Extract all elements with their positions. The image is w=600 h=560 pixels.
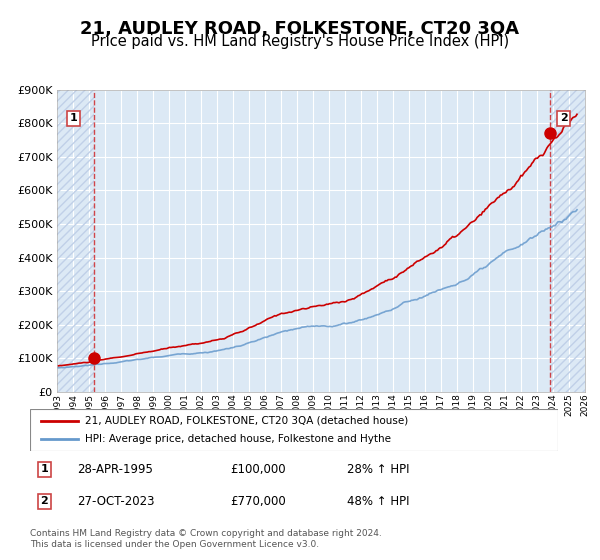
Text: £100,000: £100,000	[230, 463, 286, 476]
Text: Contains HM Land Registry data © Crown copyright and database right 2024.
This d: Contains HM Land Registry data © Crown c…	[30, 529, 382, 549]
Text: 21, AUDLEY ROAD, FOLKESTONE, CT20 3QA: 21, AUDLEY ROAD, FOLKESTONE, CT20 3QA	[80, 20, 520, 38]
Bar	[57, 90, 94, 392]
Text: 2: 2	[560, 113, 568, 123]
Text: 27-OCT-2023: 27-OCT-2023	[77, 495, 155, 508]
Text: Price paid vs. HM Land Registry's House Price Index (HPI): Price paid vs. HM Land Registry's House …	[91, 34, 509, 49]
Text: 21, AUDLEY ROAD, FOLKESTONE, CT20 3QA (detached house): 21, AUDLEY ROAD, FOLKESTONE, CT20 3QA (d…	[85, 416, 409, 426]
Text: 28% ↑ HPI: 28% ↑ HPI	[347, 463, 409, 476]
Bar	[550, 90, 585, 392]
Text: 28-APR-1995: 28-APR-1995	[77, 463, 154, 476]
Text: HPI: Average price, detached house, Folkestone and Hythe: HPI: Average price, detached house, Folk…	[85, 434, 391, 444]
Text: 1: 1	[41, 464, 49, 474]
Text: 2: 2	[41, 497, 49, 506]
Text: 48% ↑ HPI: 48% ↑ HPI	[347, 495, 409, 508]
Text: £770,000: £770,000	[230, 495, 286, 508]
Text: 1: 1	[70, 113, 77, 123]
